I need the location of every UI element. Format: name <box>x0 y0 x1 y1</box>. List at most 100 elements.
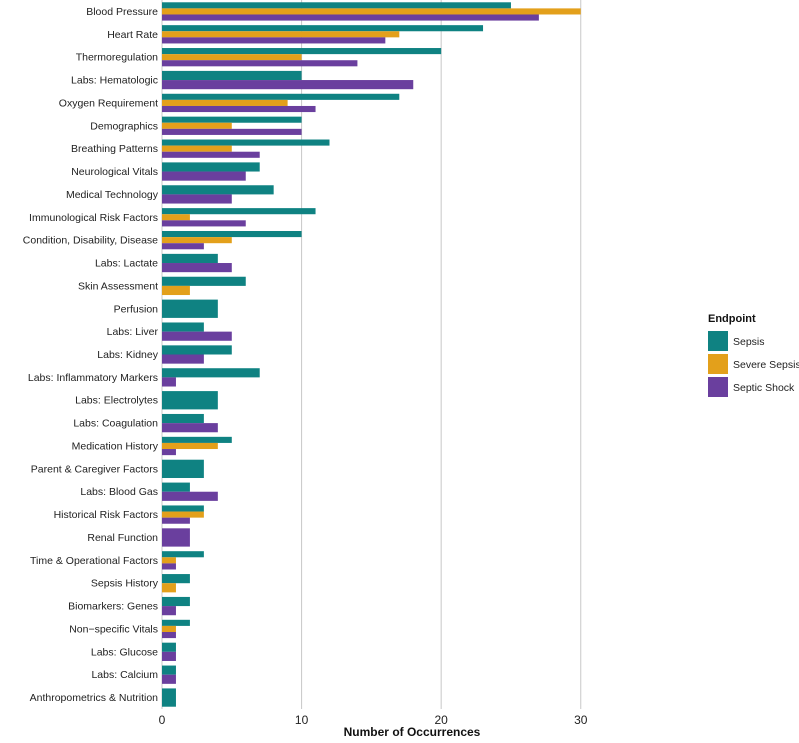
bar-sepsis <box>162 368 260 378</box>
category-label: Labs: Liver <box>107 326 159 338</box>
bar-sepsis <box>162 139 330 146</box>
category-label: Non−specific Vitals <box>69 623 158 635</box>
bar-sepsis <box>162 596 190 607</box>
bar-septic-shock <box>162 194 232 204</box>
bar-septic-shock <box>162 449 176 456</box>
bar-sepsis <box>162 276 246 286</box>
bar-severe-sepsis <box>162 31 400 38</box>
x-tick-label: 30 <box>574 713 588 727</box>
legend-swatch <box>708 331 728 351</box>
legend-swatch <box>708 377 728 397</box>
bar-severe-sepsis <box>162 237 232 244</box>
bar-septic-shock <box>162 651 176 661</box>
legend-label: Severe Sepsis <box>733 359 799 371</box>
bar-sepsis <box>162 551 204 558</box>
category-label: Demographics <box>90 120 158 132</box>
bar-sepsis <box>162 48 442 55</box>
bar-septic-shock <box>162 60 358 67</box>
category-label: Oxygen Requirement <box>59 97 158 109</box>
bar-sepsis <box>162 482 190 492</box>
bar-sepsis <box>162 436 232 443</box>
category-label: Condition, Disability, Disease <box>23 235 158 247</box>
bar-sepsis <box>162 299 218 318</box>
category-label: Medical Technology <box>66 189 159 201</box>
legend-title: Endpoint <box>708 313 756 325</box>
bar-sepsis <box>162 70 302 81</box>
category-label: Neurological Vitals <box>71 166 158 178</box>
bars <box>162 2 581 707</box>
bar-severe-sepsis <box>162 625 176 633</box>
category-label: Labs: Hematologic <box>71 75 158 87</box>
bar-sepsis <box>162 93 400 100</box>
bar-septic-shock <box>162 80 414 90</box>
bar-septic-shock <box>162 563 176 570</box>
bar-septic-shock <box>162 491 218 501</box>
bar-septic-shock <box>162 377 176 387</box>
category-label: Thermoregulation <box>76 52 158 64</box>
legend-label: Septic Shock <box>733 382 795 394</box>
bar-severe-sepsis <box>162 122 232 129</box>
bar-septic-shock <box>162 606 176 616</box>
bar-sepsis <box>162 230 302 238</box>
bar-sepsis <box>162 642 176 652</box>
category-label: Historical Risk Factors <box>54 509 158 521</box>
category-label: Biomarkers: Genes <box>68 601 158 613</box>
category-label: Sepsis History <box>91 578 159 590</box>
legend-swatch <box>708 354 728 374</box>
bar-sepsis <box>162 413 204 424</box>
bar-septic-shock <box>162 331 232 341</box>
category-label: Renal Function <box>87 532 158 544</box>
bar-sepsis <box>162 574 190 584</box>
bar-severe-sepsis <box>162 285 190 296</box>
bar-sepsis <box>162 322 204 332</box>
category-label: Anthropometrics & Nutrition <box>30 692 159 704</box>
category-label: Labs: Kidney <box>97 349 158 361</box>
bar-severe-sepsis <box>162 214 190 221</box>
bar-severe-sepsis <box>162 583 176 593</box>
category-label: Parent & Caregiver Factors <box>31 463 158 475</box>
legend-label: Sepsis <box>733 336 765 348</box>
bar-sepsis <box>162 208 316 215</box>
category-label: Labs: Calcium <box>91 669 158 681</box>
bar-septic-shock <box>162 128 302 135</box>
bar-sepsis <box>162 345 232 355</box>
category-label: Perfusion <box>114 303 159 315</box>
legend: Endpoint Sepsis Severe Sepsis Septic Shock <box>708 313 799 397</box>
bar-septic-shock <box>162 632 176 639</box>
category-label: Labs: Electrolytes <box>75 395 158 407</box>
bar-septic-shock <box>162 151 260 158</box>
category-labels: Blood Pressure Heart Rate Thermoregulation… <box>23 6 159 704</box>
bar-sepsis <box>162 619 190 626</box>
bar-severe-sepsis <box>162 99 288 106</box>
x-axis-title: Number of Occurrences <box>344 725 481 739</box>
bar-sepsis <box>162 391 218 410</box>
bar-sepsis <box>162 116 302 123</box>
bar-septic-shock <box>162 674 176 684</box>
bar-septic-shock <box>162 354 204 364</box>
category-label: Blood Pressure <box>86 6 158 18</box>
category-label: Labs: Inflammatory Markers <box>28 372 158 384</box>
category-label: Labs: Glucose <box>91 646 158 658</box>
x-tick-label: 0 <box>159 713 166 727</box>
category-label: Breathing Patterns <box>71 143 158 155</box>
bar-septic-shock <box>162 243 204 250</box>
bar-septic-shock <box>162 423 218 433</box>
category-label: Labs: Blood Gas <box>80 486 158 498</box>
bar-severe-sepsis <box>162 145 232 152</box>
bar-septic-shock <box>162 528 190 547</box>
bar-septic-shock <box>162 37 386 44</box>
bar-septic-shock <box>162 171 246 181</box>
category-label: Skin Assessment <box>78 280 158 292</box>
category-label: Labs: Coagulation <box>73 418 158 430</box>
category-label: Heart Rate <box>107 29 158 41</box>
bar-severe-sepsis <box>162 442 218 450</box>
x-tick-labels: 0 10 20 30 <box>159 713 588 727</box>
category-label: Immunological Risk Factors <box>29 212 158 224</box>
bar-severe-sepsis <box>162 557 176 564</box>
bar-severe-sepsis <box>162 8 581 15</box>
x-tick-label: 10 <box>295 713 309 727</box>
bar-septic-shock <box>162 517 190 524</box>
x-tick-label: 20 <box>434 713 448 727</box>
bar-septic-shock <box>162 263 232 273</box>
bar-sepsis <box>162 253 218 264</box>
